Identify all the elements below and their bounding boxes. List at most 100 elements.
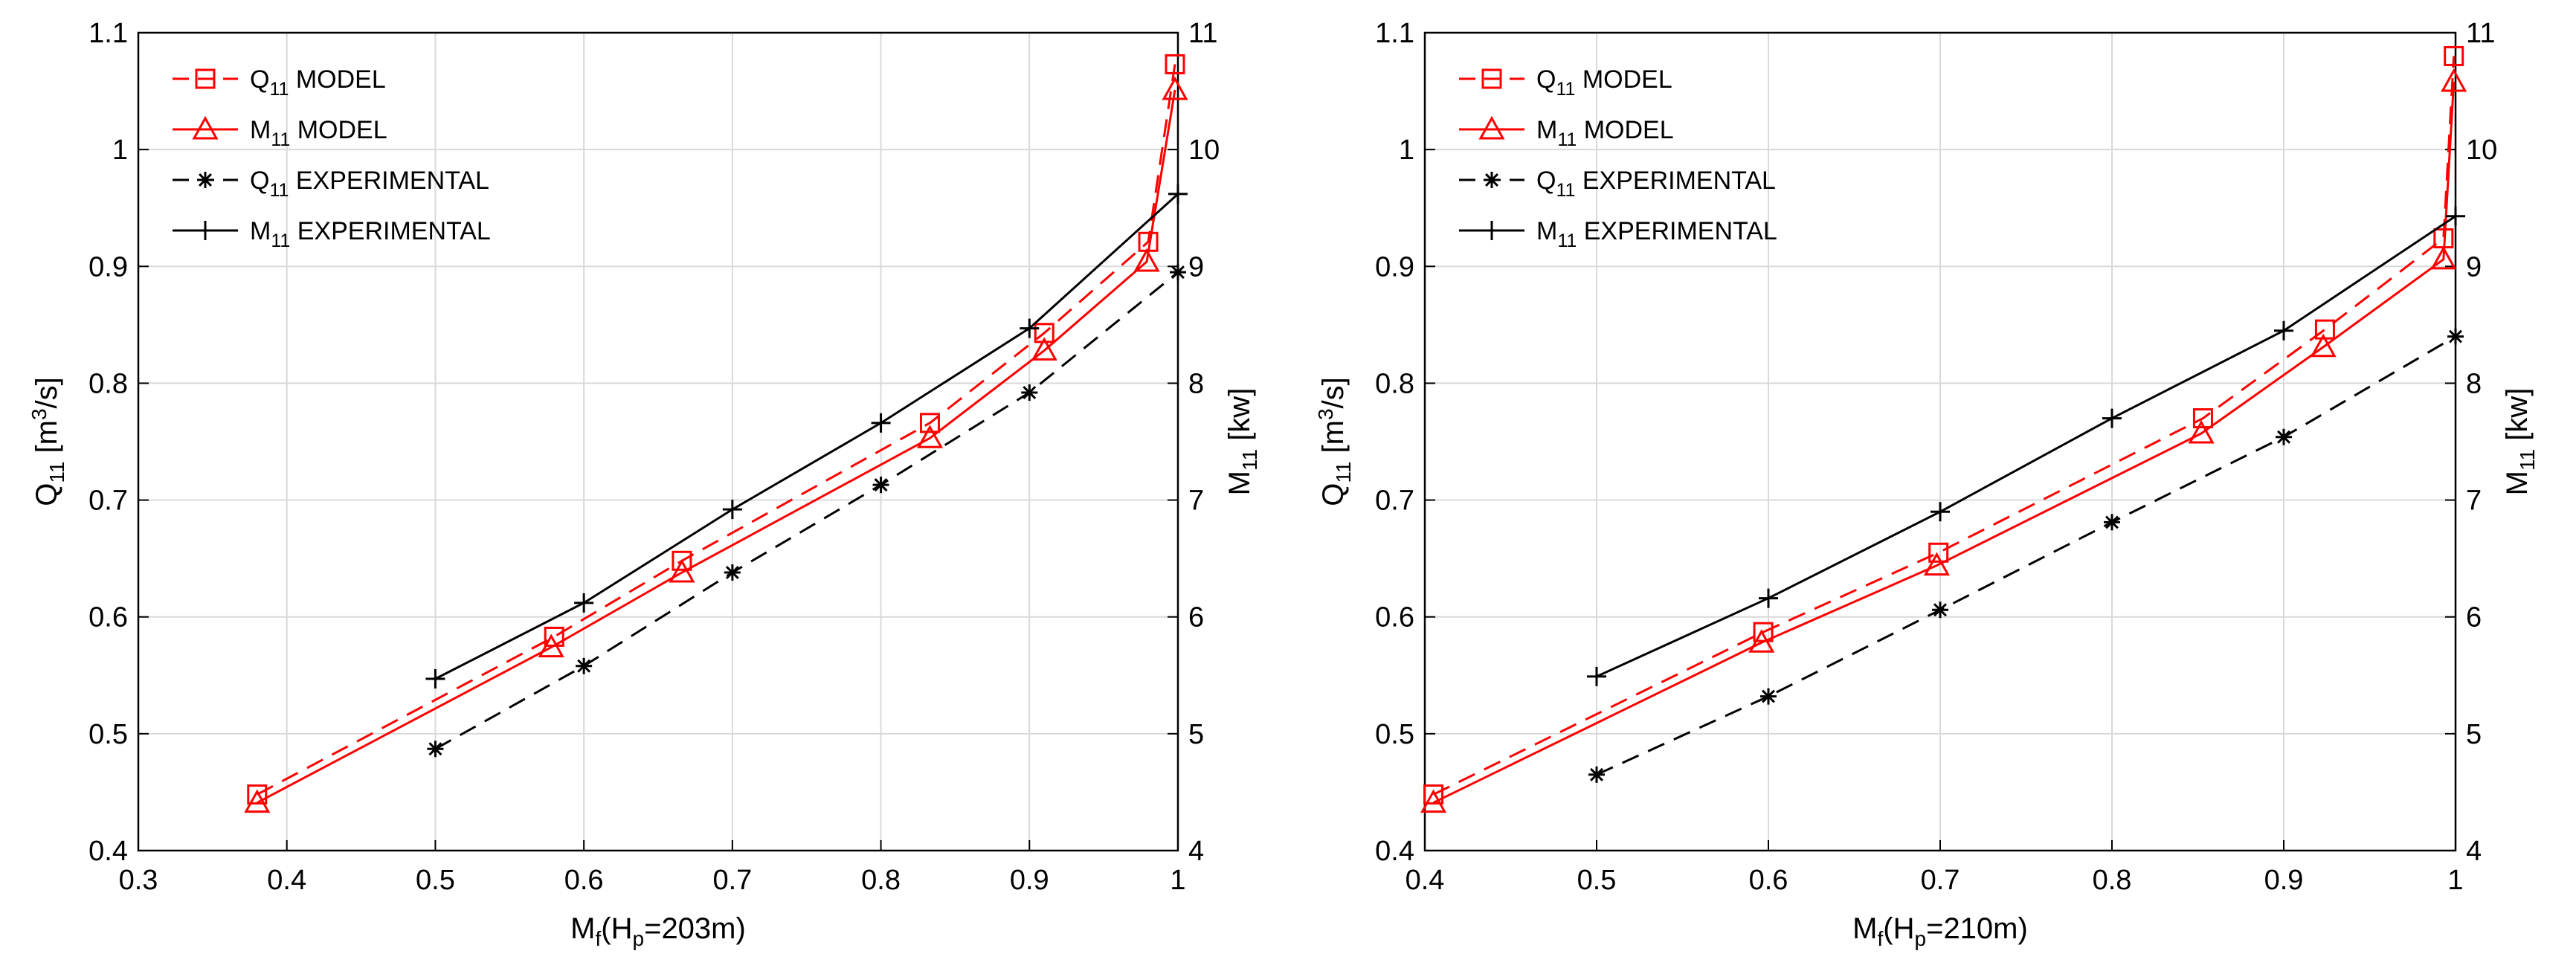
series-line <box>257 89 1176 804</box>
data-point <box>1932 602 1948 619</box>
y-right-tick-label: 7 <box>2466 486 2482 517</box>
data-point <box>2430 245 2457 270</box>
data-point <box>1923 552 1950 576</box>
chart-right: 0.4 0.5 0.6 0.7 0.8 0.9 1 0.4 0.5 0.6 0.7 0.8 0.9 1 1.… <box>1314 18 2539 950</box>
data-point <box>2446 206 2465 226</box>
y-left-tick-label: 0.9 <box>88 251 128 283</box>
data-point <box>425 669 445 688</box>
y-right-tick-label: 8 <box>1188 368 1204 399</box>
legend-marker <box>1482 221 1501 240</box>
legend-entry: M11 EXPERIMENTAL <box>1536 217 1777 251</box>
legend-entry: M11 MODEL <box>250 116 387 150</box>
data-point <box>1748 629 1775 653</box>
y-right-tick-label: 7 <box>1188 486 1204 517</box>
data-point <box>919 413 940 433</box>
data-point <box>1928 542 1949 563</box>
x-tick-label: 0.9 <box>1010 865 1049 896</box>
data-point <box>872 477 889 494</box>
y-right-axis-label: M11 [kw] <box>2501 388 2539 496</box>
legend-entry: M11 EXPERIMENTAL <box>250 217 491 251</box>
x-tick-label: 0.8 <box>861 865 901 896</box>
data-point <box>1588 766 1605 783</box>
series-3 <box>425 184 1188 688</box>
y-left-tick-label: 1 <box>1399 135 1414 166</box>
series-line <box>434 193 1179 680</box>
legend-marker <box>196 221 215 240</box>
series-line <box>1432 56 2456 796</box>
y-right-tick-label: 8 <box>2466 368 2482 399</box>
x-tick-label: 1 <box>2447 865 2463 896</box>
x-tick-label: 0.5 <box>1577 865 1617 896</box>
data-point <box>2447 328 2464 345</box>
data-point <box>2102 408 2122 428</box>
y-right-tick-label: 6 <box>2466 602 2482 633</box>
legend-entry: Q11 EXPERIMENTAL <box>1536 167 1776 201</box>
x-tick-label: 0.8 <box>2093 865 2132 896</box>
data-point <box>1170 264 1186 281</box>
data-point <box>244 789 271 813</box>
data-point <box>1931 502 1950 522</box>
legend-marker <box>192 115 219 140</box>
data-point <box>1760 688 1777 705</box>
data-point <box>2310 333 2337 358</box>
data-point <box>1133 248 1160 272</box>
y-left-tick-label: 0.6 <box>1375 602 1414 633</box>
y-left-tick-label: 0.4 <box>88 836 128 867</box>
y-right-tick-label: 9 <box>2466 251 2482 283</box>
legend-marker <box>1484 172 1500 188</box>
y-left-tick-label: 0.8 <box>1375 368 1414 399</box>
y-right-tick-label: 4 <box>1188 836 1204 867</box>
series-line <box>1432 81 2456 804</box>
y-right-tick-label: 10 <box>2466 135 2497 166</box>
series-line <box>1596 215 2456 678</box>
y-right-axis-label: M11 [kw] <box>1223 388 1261 496</box>
legend-marker <box>1478 115 1505 140</box>
data-point <box>2104 514 2120 531</box>
x-axis-label: Mf(Hp=203m) <box>570 912 746 950</box>
series-0 <box>247 54 1185 805</box>
data-point <box>1165 54 1185 74</box>
data-point <box>724 564 741 581</box>
legend-marker <box>1481 68 1502 89</box>
grid <box>138 32 1179 851</box>
y-right-tick-label: 11 <box>1188 18 1217 49</box>
x-tick-label: 0.5 <box>416 865 455 896</box>
data-point <box>576 657 593 674</box>
x-tick-label: 0.3 <box>119 865 158 896</box>
data-point <box>871 413 891 433</box>
y-left-axis-label: Q11 [m3/s] <box>1314 377 1355 506</box>
y-left-tick-label: 1.1 <box>88 18 128 49</box>
data-point <box>1031 337 1057 361</box>
data-point <box>2441 68 2467 92</box>
legend-entry: M11 MODEL <box>1536 116 1674 150</box>
series-2 <box>1588 328 2464 783</box>
y-right-tick-label: 9 <box>1188 251 1204 283</box>
legend-entry: Q11 MODEL <box>250 65 386 100</box>
series-line <box>257 64 1176 796</box>
data-point <box>1020 318 1040 338</box>
legend-entry: Q11 MODEL <box>1536 65 1672 100</box>
plot-area <box>138 33 1178 851</box>
x-axis-label: Mf(Hp=210m) <box>1852 912 2028 950</box>
y-right-tick-label: 4 <box>2466 836 2482 867</box>
data-point <box>1759 588 1778 608</box>
y-left-tick-label: 0.6 <box>88 602 128 633</box>
y-left-tick-label: 0.7 <box>1375 486 1414 517</box>
data-point <box>247 784 268 805</box>
y-right-tick-label: 10 <box>1188 135 1220 166</box>
y-left-tick-label: 0.5 <box>1375 719 1414 750</box>
data-point <box>538 633 564 658</box>
data-point <box>722 500 742 520</box>
y-left-tick-label: 0.4 <box>1375 836 1414 867</box>
legend-marker <box>197 172 213 188</box>
x-tick-label: 0.4 <box>1405 865 1445 896</box>
data-point <box>2276 428 2292 445</box>
legend: Q11 MODEL M11 MODEL Q11 EXPERIMENTAL M11 EX… <box>173 65 491 251</box>
data-point <box>916 425 944 448</box>
series-1 <box>244 76 1188 813</box>
x-tick-label: 0.7 <box>1921 865 1960 896</box>
series-line <box>434 271 1179 750</box>
x-tick-label: 0.7 <box>712 865 752 896</box>
y-right-tick-label: 11 <box>2466 18 2495 49</box>
